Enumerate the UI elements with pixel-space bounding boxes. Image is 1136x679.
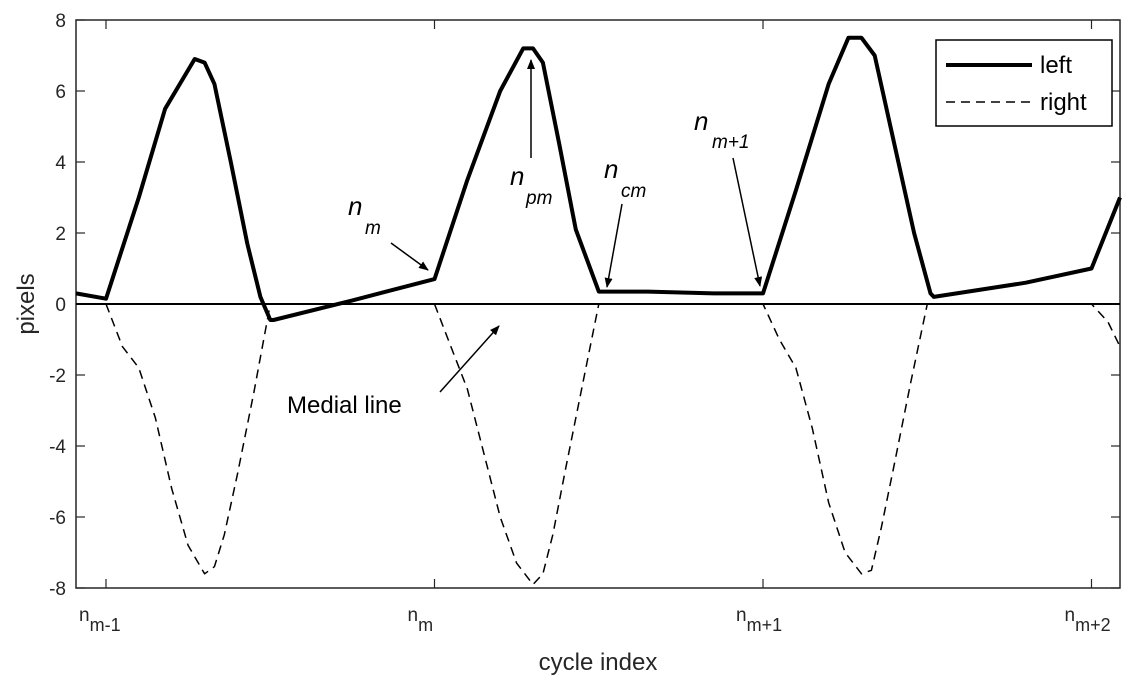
legend: left right (935, 39, 1113, 127)
y-tick-label: 0 (55, 295, 66, 316)
x-tick-label: nm-1 (79, 605, 121, 635)
annotation-medial-label: Medial line (287, 392, 402, 419)
annotation-nm-base: n (348, 191, 362, 221)
x-tick-label-base: n (408, 605, 419, 626)
x-tick-label: nm+2 (1065, 605, 1111, 635)
annotation-ncm-sub: cm (621, 181, 646, 202)
annotation-ncm: n cm (604, 154, 646, 288)
x-tick-label-base: n (1065, 605, 1076, 626)
annotation-nm1-arrow (732, 157, 763, 287)
series-line-right (105, 303, 1121, 586)
x-axis: nm-1 nm nm+1 nm+2 (79, 20, 1111, 635)
annotation-medial: Medial line (287, 325, 500, 419)
y-tick-label: -8 (49, 579, 66, 600)
annotation-nm: n m (348, 191, 429, 271)
annotation-ncm-arrow (604, 203, 623, 288)
annotation-nm-arrow (390, 242, 429, 271)
annotation-nm1-base: n (694, 106, 708, 136)
y-axis: 8 6 4 2 0 -2 -4 -6 -8 (49, 11, 1120, 600)
x-tick-label-sub: m (418, 615, 433, 635)
y-tick-label: 8 (55, 11, 66, 32)
x-tick-label-sub: m+1 (747, 615, 783, 635)
series-layer (75, 35, 1122, 586)
y-tick-label: -2 (49, 366, 66, 387)
legend-label-left: left (1040, 52, 1072, 79)
y-tick-label: 6 (55, 82, 66, 103)
y-axis-label: pixels (13, 273, 40, 334)
annotation-npm: n pm (510, 59, 552, 209)
annotation-nm1-sub: m+1 (712, 132, 750, 153)
x-tick-label: nm+1 (736, 605, 782, 635)
x-tick-label: nm (408, 605, 434, 635)
x-tick-label-sub: m-1 (90, 615, 121, 635)
annotation-nm1: n m+1 (694, 106, 763, 287)
annotation-npm-sub: pm (525, 188, 552, 209)
y-tick-label: 4 (55, 153, 66, 174)
y-tick-label: -4 (49, 437, 66, 458)
y-tick-label: 2 (55, 224, 66, 245)
x-tick-label-base: n (79, 605, 90, 626)
legend-label-right: right (1040, 89, 1087, 116)
series-line-left (75, 35, 1122, 322)
legend-box (935, 39, 1113, 127)
annotation-nm-sub: m (365, 218, 381, 239)
x-tick-label-sub: m+2 (1075, 615, 1111, 635)
annotation-ncm-base: n (604, 154, 618, 184)
x-tick-label-base: n (736, 605, 747, 626)
annotation-npm-base: n (510, 161, 524, 191)
x-axis-label: cycle index (539, 649, 658, 676)
y-tick-label: -6 (49, 508, 66, 529)
annotation-medial-arrow (439, 325, 500, 393)
